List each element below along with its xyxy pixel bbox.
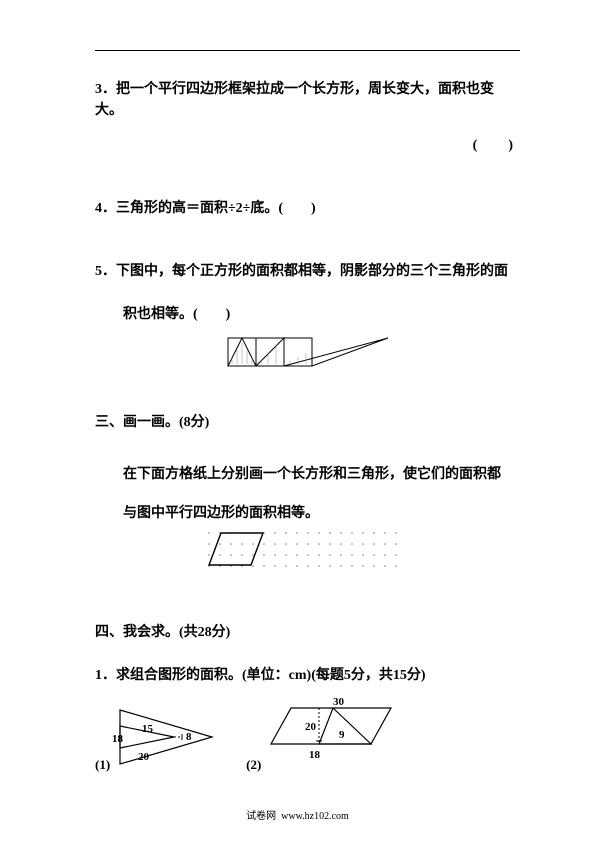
fig2-l9: 9	[339, 729, 345, 741]
fig2-l18: 18	[309, 749, 321, 761]
q5-text-b: 积也相等。( )	[123, 307, 230, 322]
sec4-q1-text: 求组合图形的面积。(单位：cm)(每题5分，共15分)	[116, 668, 426, 683]
q4-text: 4．三角形的高＝面积÷2÷底。( )	[95, 198, 520, 219]
q5-number: 5．	[95, 264, 116, 279]
fig2-l20: 20	[305, 721, 317, 733]
fig1-l18: 18	[112, 733, 124, 745]
sec3-figure-wrap	[95, 527, 520, 588]
section-4-head: 四、我会求。(共28分)	[95, 622, 520, 643]
fig1-l15: 15	[142, 723, 154, 735]
sec4-fig1-item: (1) 18 15 8 20	[95, 702, 222, 774]
sec3-line1: 在下面方格纸上分别画一个长方形和三角形，使它们的面积都	[123, 455, 520, 494]
sec4-fig2-item: (2) 30 20 9 18	[246, 696, 398, 774]
sec4-q1-number: 1．	[95, 668, 116, 683]
q5-line2: 积也相等。( )	[95, 304, 520, 325]
section-3-body: 在下面方格纸上分别画一个长方形和三角形，使它们的面积都 与图中平行四边形的面积相…	[95, 455, 520, 533]
question-3: 3．把一个平行四边形框架拉成一个长方形，周长变大，面积也变大。 ( )	[95, 79, 520, 156]
top-rule	[95, 50, 520, 51]
q3-number: 3．	[95, 82, 116, 97]
fig1-l8: 8	[186, 731, 192, 743]
fig2-l30: 30	[333, 696, 345, 708]
sec3-grid-figure	[205, 527, 425, 581]
q5-line1: 5．下图中，每个正方形的面积都相等，阴影部分的三个三角形的面	[95, 261, 520, 282]
section-3-head: 三、画一画。(8分)	[95, 412, 520, 433]
sec4-fig2: 30 20 9 18	[263, 696, 398, 774]
page: 3．把一个平行四边形框架拉成一个长方形，周长变大，面积也变大。 ( ) 4．三角…	[0, 0, 595, 842]
footer-label: 试卷网	[246, 811, 276, 822]
q5-figure	[218, 333, 398, 371]
sec4-q1: 1．求组合图形的面积。(单位：cm)(每题5分，共15分)	[95, 665, 520, 686]
question-5: 5．下图中，每个正方形的面积都相等，阴影部分的三个三角形的面 积也相等。( )	[95, 261, 520, 378]
q4-number: 4．	[95, 201, 116, 216]
footer-url: www.hz102.com	[281, 811, 349, 822]
q4-body: 三角形的高＝面积÷2÷底。( )	[116, 201, 316, 216]
q3-paren: ( )	[95, 135, 520, 156]
sec4-figures-row: (1) 18 15 8 20 (2)	[95, 696, 520, 774]
question-4: 4．三角形的高＝面积÷2÷底。( )	[95, 198, 520, 219]
footer: 试卷网 www.hz102.com	[0, 809, 595, 824]
fig1-l20: 20	[138, 751, 150, 763]
sec4-fig1: 18 15 8 20	[112, 702, 222, 774]
sec4-sub1-label: (1)	[95, 755, 110, 775]
sec4-sub2-label: (2)	[246, 755, 261, 775]
q3-text: 3．把一个平行四边形框架拉成一个长方形，周长变大，面积也变大。	[95, 79, 520, 121]
q5-text-a: 下图中，每个正方形的面积都相等，阴影部分的三个三角形的面	[116, 264, 508, 279]
q5-figure-wrap	[95, 333, 520, 378]
q3-body: 把一个平行四边形框架拉成一个长方形，周长变大，面积也变大。	[95, 82, 494, 118]
